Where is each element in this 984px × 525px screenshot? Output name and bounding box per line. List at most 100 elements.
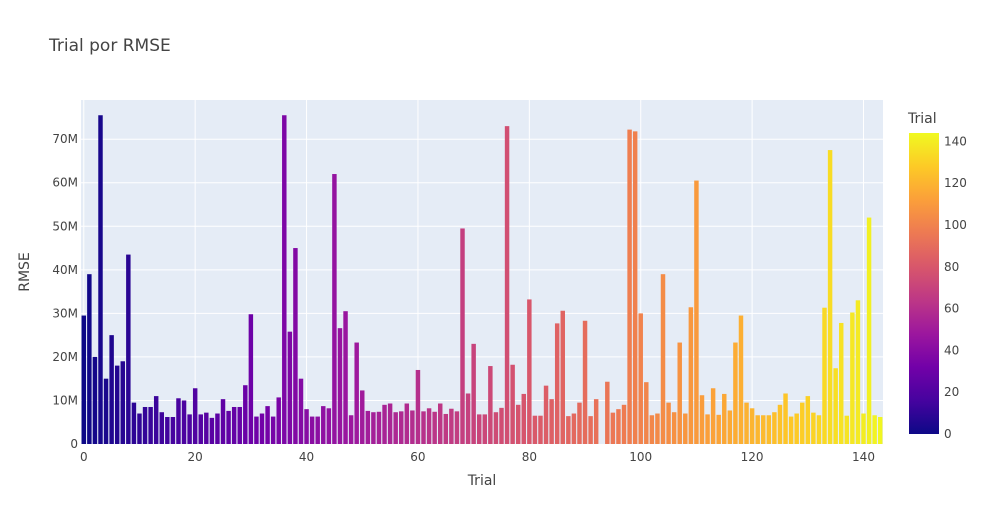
bar[interactable] [421, 411, 426, 444]
bar[interactable] [382, 404, 387, 444]
bar[interactable] [549, 399, 554, 444]
bar[interactable] [254, 416, 259, 444]
bar[interactable] [772, 412, 777, 444]
bar[interactable] [265, 406, 270, 444]
bar[interactable] [460, 228, 465, 444]
bar[interactable] [744, 402, 749, 444]
bar[interactable] [777, 404, 783, 444]
bar[interactable] [582, 320, 588, 444]
bar[interactable] [315, 416, 320, 444]
bar[interactable] [142, 406, 148, 444]
bar[interactable] [655, 413, 660, 444]
bar[interactable] [465, 393, 471, 444]
bar[interactable] [688, 307, 694, 444]
bar[interactable] [137, 413, 142, 444]
bar[interactable] [393, 412, 398, 444]
bar[interactable] [649, 415, 655, 444]
bar[interactable] [683, 413, 688, 444]
bar[interactable] [181, 400, 187, 444]
bar[interactable] [538, 415, 543, 444]
bar[interactable] [521, 393, 526, 444]
bar[interactable] [454, 411, 460, 444]
bar[interactable] [114, 365, 120, 444]
bar[interactable] [153, 396, 159, 444]
bar[interactable] [588, 416, 593, 444]
bar[interactable] [515, 404, 521, 444]
bar[interactable] [722, 393, 727, 444]
bar[interactable] [833, 368, 838, 444]
bar[interactable] [120, 361, 125, 444]
bar[interactable] [438, 403, 443, 445]
bar[interactable] [159, 412, 164, 444]
bar[interactable] [282, 115, 287, 445]
bar[interactable] [660, 274, 666, 444]
bar[interactable] [504, 126, 510, 444]
bar[interactable] [749, 408, 755, 444]
bar[interactable] [727, 410, 733, 444]
bar[interactable] [510, 364, 515, 444]
bar[interactable] [710, 388, 716, 444]
bar[interactable] [165, 417, 170, 444]
bar[interactable] [209, 417, 215, 444]
bar[interactable] [621, 404, 627, 444]
bar[interactable] [850, 312, 855, 445]
bar[interactable] [109, 335, 114, 444]
bar[interactable] [343, 311, 348, 444]
bar[interactable] [215, 413, 220, 444]
bar[interactable] [259, 413, 265, 444]
bar[interactable] [220, 399, 226, 444]
bar[interactable] [788, 416, 794, 444]
bar[interactable] [198, 414, 203, 444]
bar[interactable] [354, 342, 359, 444]
bar[interactable] [287, 331, 293, 444]
bar[interactable] [493, 412, 499, 444]
bar[interactable] [243, 385, 248, 444]
bar[interactable] [443, 413, 449, 444]
bar[interactable] [148, 406, 153, 444]
bar[interactable] [571, 413, 577, 444]
bar[interactable] [248, 314, 254, 444]
bar[interactable] [471, 343, 476, 444]
bar[interactable] [131, 402, 137, 444]
bar[interactable] [103, 378, 109, 444]
bar[interactable] [566, 416, 571, 444]
bar[interactable] [293, 248, 298, 444]
bar[interactable] [794, 413, 799, 444]
bar[interactable] [298, 378, 304, 444]
bar[interactable] [126, 254, 131, 444]
bar[interactable] [270, 416, 276, 444]
bar[interactable] [482, 414, 488, 444]
bar[interactable] [800, 402, 805, 444]
bar[interactable] [644, 382, 649, 444]
bar[interactable] [81, 315, 87, 444]
bar[interactable] [192, 388, 198, 444]
bar[interactable] [304, 409, 309, 444]
bar[interactable] [616, 409, 621, 444]
bar[interactable] [360, 390, 365, 444]
bar[interactable] [98, 115, 103, 445]
bar[interactable] [499, 407, 504, 444]
bar[interactable] [872, 415, 877, 444]
bar[interactable] [415, 369, 421, 444]
bar[interactable] [716, 414, 721, 444]
bar[interactable] [371, 412, 376, 444]
bar[interactable] [632, 131, 638, 444]
bar[interactable] [666, 402, 671, 444]
bar[interactable] [426, 408, 432, 444]
bar[interactable] [554, 323, 560, 444]
bar[interactable] [237, 406, 242, 444]
bar[interactable] [593, 399, 599, 444]
bar[interactable] [187, 414, 192, 444]
bar[interactable] [399, 411, 404, 444]
bar[interactable] [839, 322, 844, 444]
bar[interactable] [92, 356, 98, 444]
bar[interactable] [332, 174, 337, 444]
bar[interactable] [309, 416, 315, 444]
bar[interactable] [738, 315, 744, 444]
bar[interactable] [527, 299, 532, 444]
bar[interactable] [816, 415, 822, 444]
bar[interactable] [231, 406, 237, 444]
bar[interactable] [677, 342, 682, 444]
bar[interactable] [844, 415, 850, 444]
bar[interactable] [337, 328, 343, 444]
